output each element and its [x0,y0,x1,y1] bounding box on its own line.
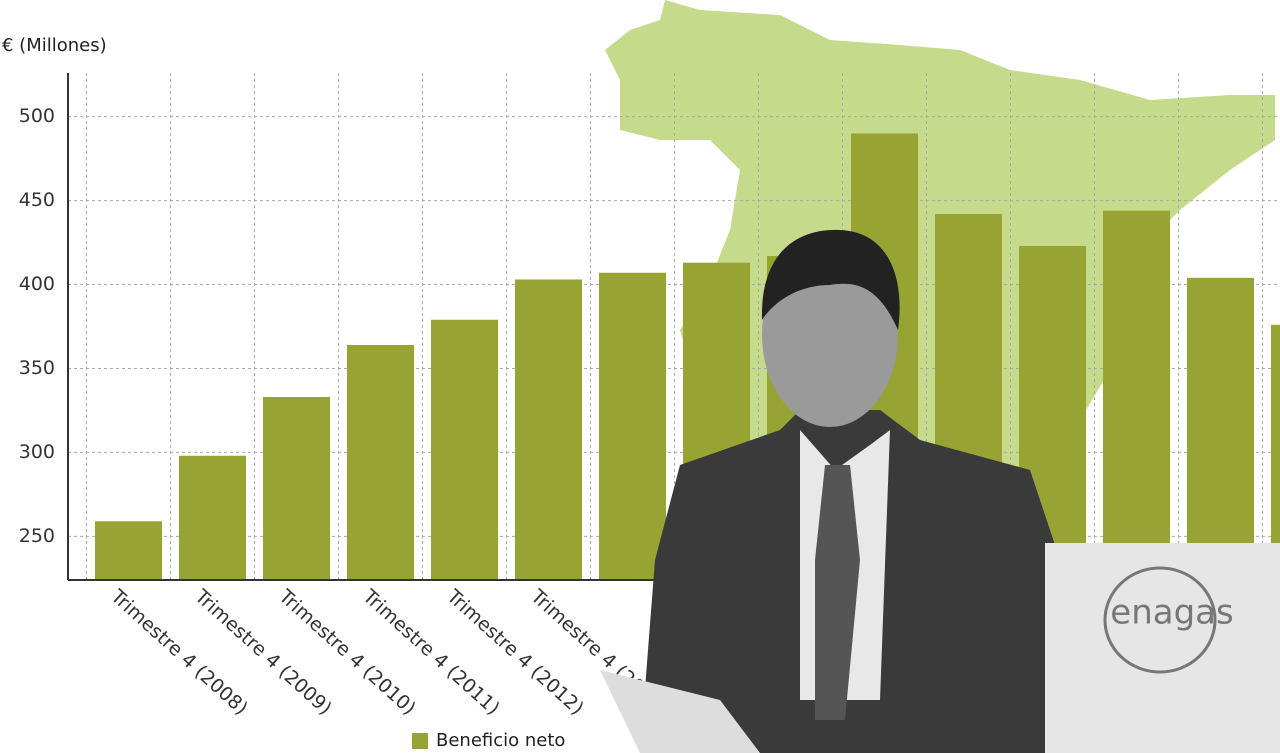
y-tick-label: 450 [19,189,55,211]
speaker-hair [761,229,900,330]
logo-ring [1103,566,1217,674]
bar [1103,210,1170,581]
legend: Beneficio neto [412,730,565,751]
x-tick-label: Trimestre 4 (2010) [274,585,420,720]
x-tick-label: Trimestre 4 (2011) [358,585,504,720]
y-axis-label: € (Millones) [2,35,107,56]
bar [179,455,246,580]
bar [347,344,414,580]
papers [600,670,760,753]
x-tick-label: Trimestre 4 (2012) [442,585,588,720]
x-tick-label: Trimestre 4 (2009) [190,585,336,720]
bar [515,279,582,580]
legend-swatch [412,733,428,749]
y-tick-label: 250 [19,525,55,547]
bar [95,521,162,580]
bar [1271,324,1280,580]
photo: enagas [600,229,1280,753]
legend-label: Beneficio neto [436,730,565,751]
y-tick-label: 300 [19,441,55,463]
bar [1187,277,1254,580]
y-tick-label: 500 [19,105,55,127]
y-tick-label: 350 [19,357,55,379]
bar [599,272,666,580]
bar [263,397,330,580]
x-tick-label: Trimestre 4 (2008) [106,585,252,720]
y-tick-label: 400 [19,273,55,295]
speaker-tie [815,465,860,720]
podium [1045,543,1280,753]
logo-text: enagas [1110,593,1233,633]
bar [431,319,498,580]
